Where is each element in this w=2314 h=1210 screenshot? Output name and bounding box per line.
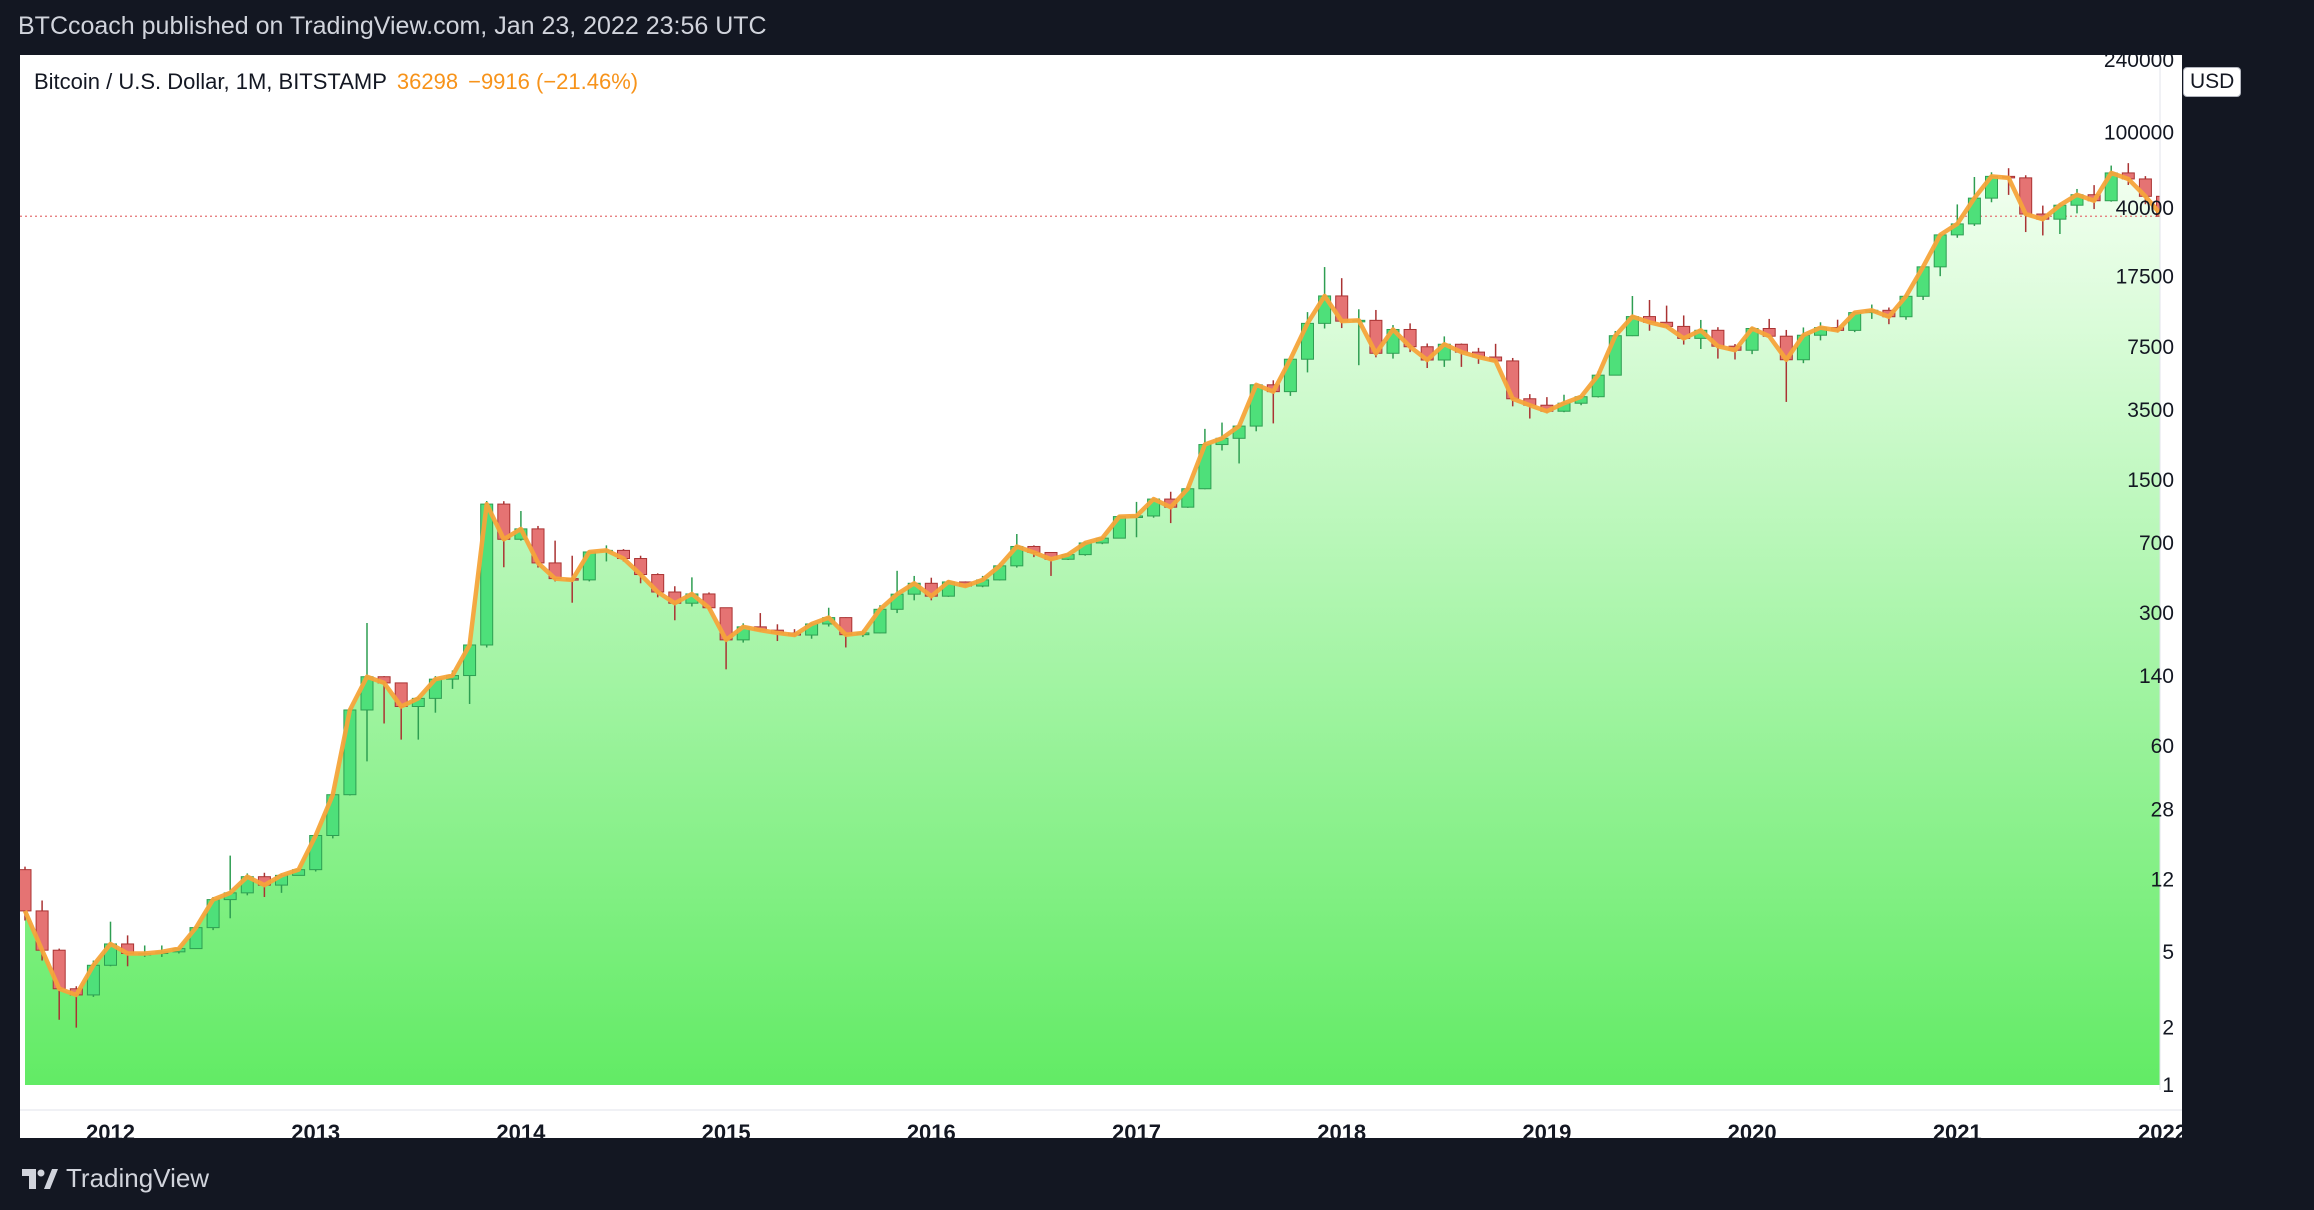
price-tick-label: 12 xyxy=(2151,868,2174,891)
area-path xyxy=(25,172,2163,1085)
brand-label: TradingView xyxy=(66,1163,210,1193)
time-tick-label: 2020 xyxy=(1728,1120,1777,1138)
price-tick-label: 5 xyxy=(2162,941,2174,964)
symbol-title: Bitcoin / U.S. Dollar, 1M, BITSTAMP xyxy=(34,69,387,94)
tradingview-logo[interactable]: TradingView xyxy=(22,1163,209,1194)
price-chart[interactable]: 240000 100000 40000 17500 7500 3500 1500 700 300… xyxy=(20,55,2182,1138)
price-tick-label: 240000 xyxy=(2104,55,2174,72)
time-tick-label: 2018 xyxy=(1317,1120,1366,1138)
price-change: −9916 (−21.46%) xyxy=(468,69,639,94)
time-tick-label: 2014 xyxy=(496,1120,546,1138)
time-tick-label: 2012 xyxy=(86,1120,135,1138)
price-tick-label: 3500 xyxy=(2127,399,2174,422)
area-fill xyxy=(25,172,2163,1085)
price-tick-label: 100000 xyxy=(2104,121,2174,144)
close-line xyxy=(22,170,2165,998)
time-axis-bg xyxy=(20,1110,2182,1138)
close-price-line xyxy=(22,170,2165,998)
last-price: 36298 xyxy=(396,69,459,94)
time-tick-label: 2015 xyxy=(702,1120,751,1138)
time-tick-label: 2016 xyxy=(907,1120,956,1138)
time-axis: 2012 2013 2014 2015 2016 2017 2018 2019 2020 2021… xyxy=(20,1109,2182,1138)
price-tick-label: 1500 xyxy=(2127,469,2174,492)
price-tick-label: 300 xyxy=(2139,602,2174,625)
time-tick-label: 2019 xyxy=(1522,1120,1571,1138)
price-tick-label: 40000 xyxy=(2116,197,2174,220)
time-tick-label: 2013 xyxy=(291,1120,340,1138)
symbol-legend: Bitcoin / U.S. Dollar, 1M, BITSTAMP 36298… xyxy=(34,69,638,95)
price-tick-label: 17500 xyxy=(2116,266,2174,289)
tradingview-icon xyxy=(22,1168,58,1189)
price-tick-label: 700 xyxy=(2139,532,2174,555)
candle-body xyxy=(20,869,32,912)
price-tick-label: 2 xyxy=(2162,1017,2174,1040)
time-tick-label: 2021 xyxy=(1933,1120,1982,1138)
publish-header: BTCcoach published on TradingView.com, J… xyxy=(18,12,767,40)
price-tick-label: 140 xyxy=(2139,665,2174,688)
price-axis-bg xyxy=(2160,55,2182,1138)
time-tick-label: 2017 xyxy=(1112,1120,1161,1138)
chart-panel[interactable]: 240000 100000 40000 17500 7500 3500 1500 700 300… xyxy=(20,55,2182,1138)
price-tick-label: 1 xyxy=(2162,1074,2174,1097)
price-axis: 240000 100000 40000 17500 7500 3500 1500 700 300… xyxy=(2104,55,2182,1138)
price-tick-label: 7500 xyxy=(2127,336,2174,359)
time-tick-label: 2022 xyxy=(2138,1120,2182,1138)
currency-badge[interactable]: USD xyxy=(2183,67,2242,97)
price-tick-label: 28 xyxy=(2151,798,2174,821)
price-tick-label: 60 xyxy=(2151,735,2174,758)
